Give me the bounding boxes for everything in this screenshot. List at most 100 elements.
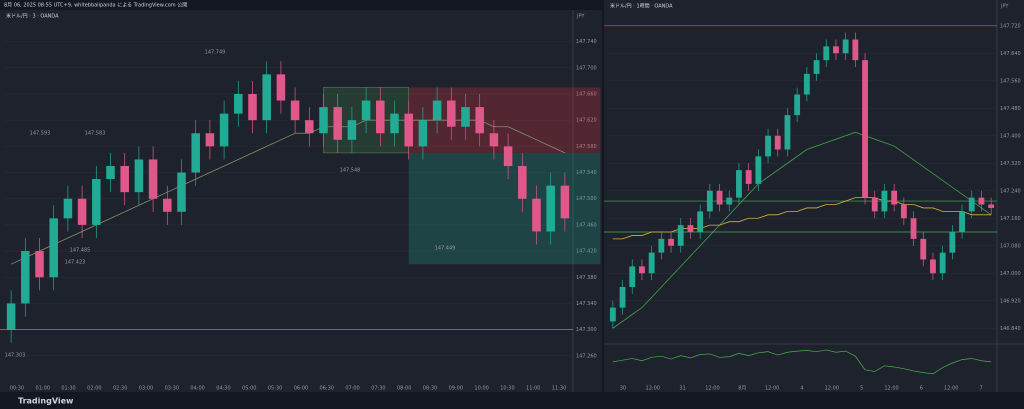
x-tick-label: 31 bbox=[679, 386, 685, 392]
candle-body bbox=[92, 179, 101, 225]
y-tick-label: 147.240 bbox=[1000, 188, 1021, 194]
candle-body bbox=[290, 100, 300, 121]
candle-body bbox=[910, 218, 917, 239]
candle-body bbox=[900, 204, 907, 219]
price-annotation: 147.449 bbox=[435, 246, 456, 252]
y-tick-label: 147.740 bbox=[576, 39, 597, 45]
candle-body bbox=[891, 190, 898, 205]
y-tick-label: 147.720 bbox=[1000, 23, 1021, 29]
x-tick-label: 03:00 bbox=[139, 386, 153, 392]
candle-body bbox=[833, 46, 839, 54]
price-annotation: 147.593 bbox=[30, 131, 51, 137]
candle-body bbox=[609, 307, 616, 322]
y-tick-label: 147.320 bbox=[1000, 161, 1021, 167]
y-tick-label: 147.340 bbox=[576, 301, 597, 307]
candle-body bbox=[959, 211, 965, 232]
x-tick-label: 6 bbox=[920, 386, 923, 392]
candle-body bbox=[745, 170, 752, 184]
candle-body bbox=[361, 100, 371, 121]
candle-body bbox=[120, 166, 129, 193]
candle-body bbox=[949, 232, 956, 253]
y-tick-label: 147.300 bbox=[576, 327, 597, 333]
candle-body bbox=[77, 198, 87, 225]
candle-body bbox=[49, 218, 58, 278]
candle-body bbox=[716, 190, 723, 205]
candle-body bbox=[461, 107, 470, 127]
panel-background bbox=[604, 0, 1024, 392]
x-tick-label: 09:00 bbox=[449, 386, 463, 392]
candle-body bbox=[560, 185, 570, 219]
candle-body bbox=[862, 60, 868, 198]
candle-body bbox=[148, 159, 158, 199]
candle-body bbox=[177, 172, 186, 212]
x-tick-label: 06:30 bbox=[320, 386, 334, 392]
candle-body bbox=[219, 113, 229, 147]
brand: TradingView bbox=[18, 397, 74, 406]
chart-title: 米ドル/円 · 3 · OANDA bbox=[6, 13, 59, 20]
candle-body bbox=[920, 238, 927, 260]
x-tick-label: 05:00 bbox=[242, 386, 256, 392]
y-tick-label: 147.640 bbox=[1000, 51, 1021, 57]
y-tick-label: 146.840 bbox=[1000, 326, 1021, 332]
candle-body bbox=[706, 190, 713, 212]
y-tick-label: 146.920 bbox=[1000, 298, 1021, 304]
candle-body bbox=[234, 94, 243, 114]
x-tick-label: 12:00 bbox=[884, 386, 898, 392]
x-tick-label: 07:30 bbox=[371, 386, 385, 392]
candle-body bbox=[677, 225, 684, 246]
x-tick-label: 02:00 bbox=[87, 386, 101, 392]
candle-body bbox=[503, 146, 513, 166]
candle-body bbox=[106, 166, 115, 180]
candle-body bbox=[163, 198, 172, 212]
x-tick-label: 01:00 bbox=[36, 386, 50, 392]
candle-body bbox=[639, 266, 645, 274]
candle-body bbox=[968, 197, 975, 212]
candle-body bbox=[794, 94, 801, 116]
x-tick-label: 04:00 bbox=[190, 386, 204, 392]
candle-body bbox=[333, 107, 342, 140]
moving-average bbox=[612, 197, 992, 240]
candle-body bbox=[658, 238, 665, 253]
price-annotation: 147.749 bbox=[205, 50, 226, 56]
x-tick-label: 08:30 bbox=[423, 386, 437, 392]
y-tick-label: 147.580 bbox=[576, 144, 597, 150]
candle-body bbox=[518, 166, 527, 199]
page-header: 8月 06, 2025 08:55 UTC+9, whitebbalipanda… bbox=[4, 3, 187, 9]
candle-body bbox=[978, 197, 985, 205]
candle-body bbox=[432, 100, 442, 121]
x-tick-label: 4 bbox=[800, 386, 803, 392]
currency-badge: JPY bbox=[1000, 4, 1009, 10]
x-tick-label: 10:30 bbox=[500, 386, 514, 392]
candle-body bbox=[842, 39, 849, 54]
y-tick-label: 147.460 bbox=[576, 222, 597, 228]
candle-body bbox=[546, 185, 555, 232]
x-tick-label: 04:30 bbox=[216, 386, 230, 392]
x-tick-label: 01:30 bbox=[61, 386, 75, 392]
candle-body bbox=[930, 259, 936, 274]
y-tick-label: 147.660 bbox=[576, 92, 597, 98]
candle-body bbox=[489, 133, 499, 147]
y-tick-label: 147.260 bbox=[576, 353, 597, 359]
x-tick-label: 12:00 bbox=[646, 386, 660, 392]
y-tick-label: 147.400 bbox=[1000, 133, 1021, 139]
candle-body bbox=[63, 198, 73, 219]
x-tick-label: 8月 bbox=[738, 386, 746, 392]
x-tick-label: 02:30 bbox=[113, 386, 127, 392]
x-tick-label: 5 bbox=[860, 386, 863, 392]
x-tick-label: 11:30 bbox=[552, 386, 566, 392]
x-tick-label: 12:00 bbox=[705, 386, 719, 392]
candle-body bbox=[276, 74, 286, 101]
price-annotation: 147.423 bbox=[65, 260, 86, 266]
candle-body bbox=[803, 73, 810, 95]
x-tick-label: 08:00 bbox=[397, 386, 411, 392]
oscillator-line bbox=[612, 349, 992, 375]
candle-body bbox=[726, 197, 733, 205]
candle-body bbox=[532, 198, 541, 232]
candle-body bbox=[629, 266, 636, 287]
candle-body bbox=[21, 251, 30, 304]
y-tick-label: 147.080 bbox=[1000, 243, 1021, 249]
x-tick-label: 7 bbox=[979, 386, 982, 392]
candle-body bbox=[191, 133, 200, 173]
candle-body bbox=[687, 225, 694, 232]
candle-body bbox=[205, 133, 215, 147]
